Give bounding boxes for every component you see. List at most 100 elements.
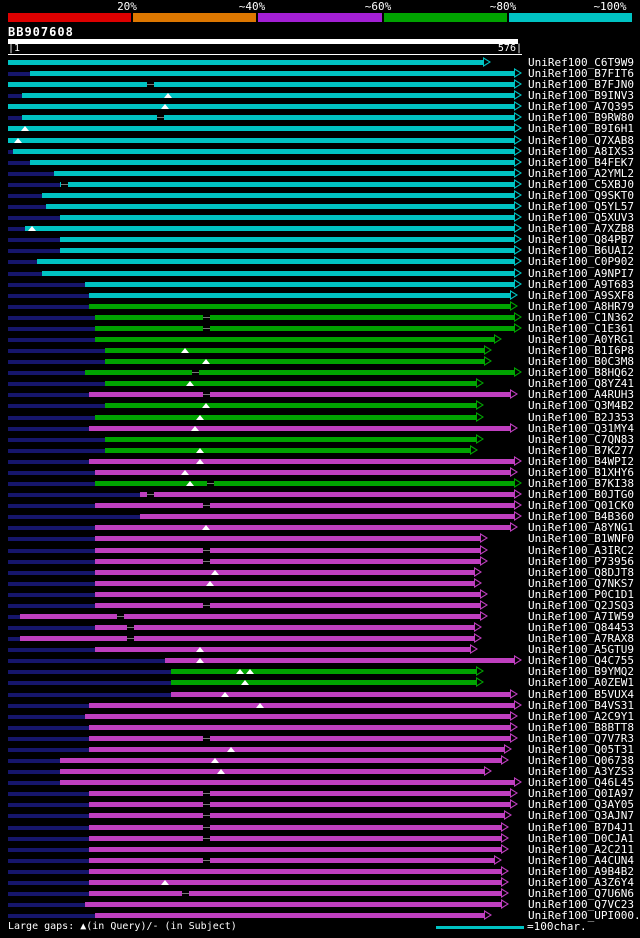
alignment-bar[interactable]	[46, 204, 515, 210]
subject-label[interactable]: UniRef100_Q3AY05	[528, 798, 634, 812]
subject-label[interactable]: UniRef100_B7FIT6	[528, 67, 634, 81]
alignment-bar[interactable]	[89, 857, 496, 863]
alignment-bar[interactable]	[89, 802, 512, 808]
subject-label[interactable]: UniRef100_B4FEK7	[528, 155, 634, 169]
alignment-bar[interactable]	[94, 325, 515, 331]
subject-label[interactable]: UniRef100_B2J353	[528, 410, 634, 424]
subject-label[interactable]: UniRef100_A2YML2	[528, 166, 634, 180]
alignment-bar[interactable]	[89, 791, 512, 797]
subject-label[interactable]: UniRef100_Q46L45	[528, 776, 634, 790]
alignment-bar[interactable]	[84, 713, 512, 719]
subject-label[interactable]: UniRef100_B9RW80	[528, 111, 634, 125]
alignment-bar[interactable]	[104, 403, 477, 409]
subject-label[interactable]: UniRef100_B1XHY6	[528, 465, 634, 479]
alignment-bar[interactable]	[89, 735, 512, 741]
subject-label[interactable]: UniRef100_Q3M4B2	[528, 399, 634, 413]
alignment-bar[interactable]	[104, 381, 477, 387]
alignment-bar[interactable]	[89, 425, 512, 431]
alignment-bar[interactable]	[13, 148, 515, 154]
subject-label[interactable]: UniRef100_A4RUH3	[528, 388, 634, 402]
subject-label[interactable]: UniRef100_C6T9W9	[528, 56, 634, 69]
subject-label[interactable]: UniRef100_A5GTU9	[528, 643, 634, 657]
subject-label[interactable]: UniRef100_A0ZEW1	[528, 676, 634, 690]
alignment-bar[interactable]	[54, 170, 515, 176]
subject-label[interactable]: UniRef100_C5XBJ0	[528, 177, 634, 191]
subject-label[interactable]: UniRef100_Q05T31	[528, 742, 634, 756]
subject-label[interactable]: UniRef100_Q7VC23	[528, 898, 634, 912]
subject-label[interactable]: UniRef100_B7FJN0	[528, 78, 634, 92]
alignment-bar[interactable]	[41, 192, 515, 198]
alignment-bar[interactable]	[59, 181, 515, 187]
subject-label[interactable]: UniRef100_A2C9Y1	[528, 709, 634, 723]
subject-label[interactable]: UniRef100_Q5YL57	[528, 200, 634, 214]
subject-label[interactable]: UniRef100_B9YMQ2	[528, 665, 634, 679]
subject-label[interactable]: UniRef100_A8YNG1	[528, 521, 634, 535]
alignment-bar[interactable]	[94, 625, 475, 631]
subject-label[interactable]: UniRef100_B7D4J1	[528, 820, 634, 834]
alignment-bar[interactable]	[104, 348, 485, 354]
alignment-bar[interactable]	[104, 447, 472, 453]
alignment-bar[interactable]	[8, 137, 515, 143]
alignment-bar[interactable]	[165, 658, 515, 664]
alignment-bar[interactable]	[24, 226, 515, 232]
alignment-bar[interactable]	[59, 780, 515, 786]
subject-label[interactable]: UniRef100_C1N362	[528, 310, 634, 324]
alignment-bar[interactable]	[19, 614, 482, 619]
subject-label[interactable]: UniRef100_P0C1D1	[528, 587, 634, 601]
alignment-bar[interactable]	[22, 115, 515, 121]
alignment-bar[interactable]	[94, 558, 482, 564]
alignment-bar[interactable]	[8, 126, 515, 132]
alignment-bar[interactable]	[89, 813, 506, 819]
alignment-bar[interactable]	[89, 868, 502, 874]
alignment-bar[interactable]	[30, 159, 515, 165]
subject-label[interactable]: UniRef100_B9I6H1	[528, 122, 634, 136]
subject-label[interactable]: UniRef100_Q84453	[528, 621, 634, 635]
subject-label[interactable]: UniRef100_B0JTG0	[528, 488, 634, 502]
alignment-bar[interactable]	[19, 636, 475, 642]
alignment-bar[interactable]	[94, 580, 475, 586]
alignment-bar[interactable]	[59, 215, 515, 221]
alignment-bar[interactable]	[104, 436, 477, 442]
subject-label[interactable]: UniRef100_Q01CK0	[528, 499, 634, 513]
alignment-bar[interactable]	[94, 547, 482, 553]
alignment-bar[interactable]	[94, 314, 515, 320]
alignment-bar[interactable]	[89, 458, 515, 464]
subject-label[interactable]: UniRef100_P73956	[528, 554, 634, 568]
subject-label[interactable]: UniRef100_A3Z6Y4	[528, 875, 634, 889]
alignment-bar[interactable]	[94, 591, 482, 597]
alignment-bar[interactable]	[59, 248, 515, 254]
alignment-bar[interactable]	[140, 492, 515, 498]
subject-label[interactable]: UniRef100_A8HR79	[528, 299, 634, 313]
subject-label[interactable]: UniRef100_Q84PB7	[528, 233, 634, 247]
alignment-bar[interactable]	[41, 270, 515, 276]
alignment-bar[interactable]	[94, 469, 512, 475]
subject-label[interactable]: UniRef100_B6UAI2	[528, 244, 634, 258]
subject-label[interactable]: UniRef100_Q7U6N6	[528, 887, 634, 900]
alignment-bar[interactable]	[104, 359, 485, 365]
alignment-bar[interactable]	[94, 569, 475, 575]
subject-label[interactable]: UniRef100_B5VUX4	[528, 687, 634, 701]
alignment-bar[interactable]	[94, 647, 472, 653]
alignment-bar[interactable]	[84, 370, 515, 376]
alignment-bar[interactable]	[89, 835, 502, 841]
subject-label[interactable]: UniRef100_B4WPI2	[528, 454, 634, 468]
subject-label[interactable]: UniRef100_A9NPI7	[528, 266, 634, 280]
subject-label[interactable]: UniRef100_Q8YZ41	[528, 377, 634, 391]
alignment-bar[interactable]	[89, 891, 502, 896]
subject-label[interactable]: UniRef100_B1WNF0	[528, 532, 634, 546]
subject-label[interactable]: UniRef100_A7RAX8	[528, 632, 634, 646]
subject-label[interactable]: UniRef100_Q9SKT0	[528, 188, 634, 202]
alignment-bar[interactable]	[94, 525, 512, 531]
subject-label[interactable]: UniRef100_A9SXF8	[528, 288, 634, 302]
alignment-bar[interactable]	[94, 536, 482, 542]
subject-label[interactable]: UniRef100_B4VS31	[528, 698, 634, 712]
subject-label[interactable]: UniRef100_C7QN83	[528, 432, 634, 446]
subject-label[interactable]: UniRef100_Q8DJT8	[528, 565, 634, 579]
subject-label[interactable]: UniRef100_Q7V7R3	[528, 731, 634, 745]
alignment-bar[interactable]	[94, 503, 515, 509]
alignment-bar[interactable]	[94, 481, 515, 487]
subject-label[interactable]: UniRef100_Q31MY4	[528, 421, 634, 435]
subject-label[interactable]: UniRef100_B7K277	[528, 443, 634, 457]
subject-label[interactable]: UniRef100_B8HQ62	[528, 366, 634, 380]
subject-label[interactable]: UniRef100_A7IW59	[528, 610, 634, 623]
